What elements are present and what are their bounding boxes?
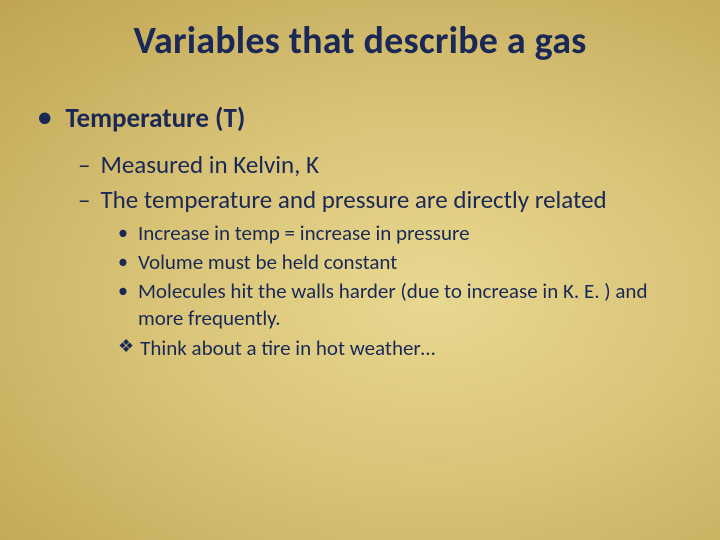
bullet-mark: • [38,102,51,134]
bullet-level3: • Molecules hit the walls harder (due to… [118,278,690,333]
dash-mark: – [78,149,90,180]
bullet-text: The temperature and pressure are directl… [100,184,606,215]
slide-title: Variables that describe a gas [30,18,690,64]
bullet-level2: – The temperature and pressure are direc… [78,184,690,215]
bullet-text: Molecules hit the walls harder (due to i… [138,278,678,333]
bullet-text: Think about a tire in hot weather… [140,335,435,362]
bullet-level3: • Volume must be held constant [118,249,690,276]
diamond-icon: ❖ [118,335,134,358]
bullet-mark: • [118,249,128,275]
dash-mark: – [78,184,90,215]
slide: Variables that describe a gas • Temperat… [0,0,720,540]
bullet-level2: – Measured in Kelvin, K [78,149,690,180]
bullet-mark: • [118,220,128,246]
bullet-level3: • Increase in temp = increase in pressur… [118,220,690,247]
bullet-level1: • Temperature (T) [38,102,690,135]
bullet-text: Increase in temp = increase in pressure [138,220,470,247]
bullet-text: Measured in Kelvin, K [100,149,319,180]
bullet-mark: • [118,278,128,304]
bullet-level4: ❖ Think about a tire in hot weather… [118,335,690,362]
bullet-text: Temperature (T) [65,102,245,135]
bullet-text: Volume must be held constant [138,249,397,276]
